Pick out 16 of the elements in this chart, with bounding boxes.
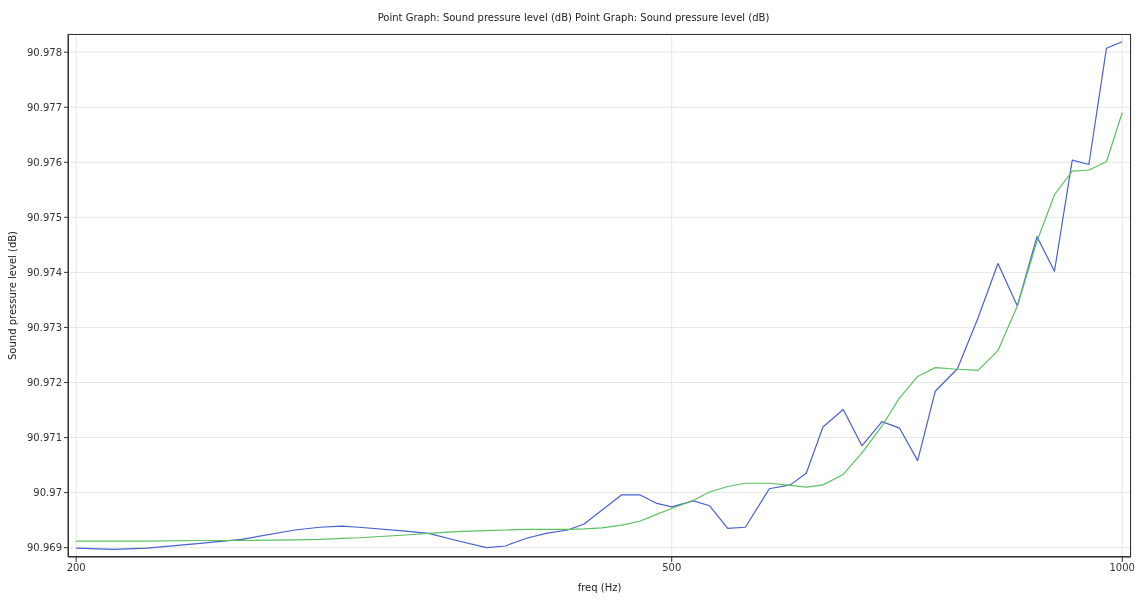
chart-title: Point Graph: Sound pressure level (dB) Point Graph: Sound pressure level (dB) [376, 12, 771, 23]
y-tick-label: 90.975 [27, 211, 62, 223]
y-tick-label: 90.971 [27, 432, 62, 444]
x-tick-label: 1000 [1109, 562, 1135, 574]
x-tick-label: 200 [66, 562, 86, 574]
y-tick-label: 90.977 [27, 101, 62, 113]
y-tick-label: 90.972 [27, 377, 62, 389]
x-tick-label: 500 [662, 562, 682, 574]
y-tick-label: 90.974 [27, 266, 62, 278]
y-tick-label: 90.973 [27, 321, 62, 333]
y-axis-title: Sound pressure level (dB) [6, 230, 18, 361]
y-tick-label: 90.978 [27, 46, 62, 58]
y-tick-label: 90.97 [33, 487, 62, 499]
y-tick-label: 90.969 [27, 542, 62, 554]
x-axis-title: freq (Hz) [577, 582, 622, 593]
y-tick-label: 90.976 [27, 156, 62, 168]
